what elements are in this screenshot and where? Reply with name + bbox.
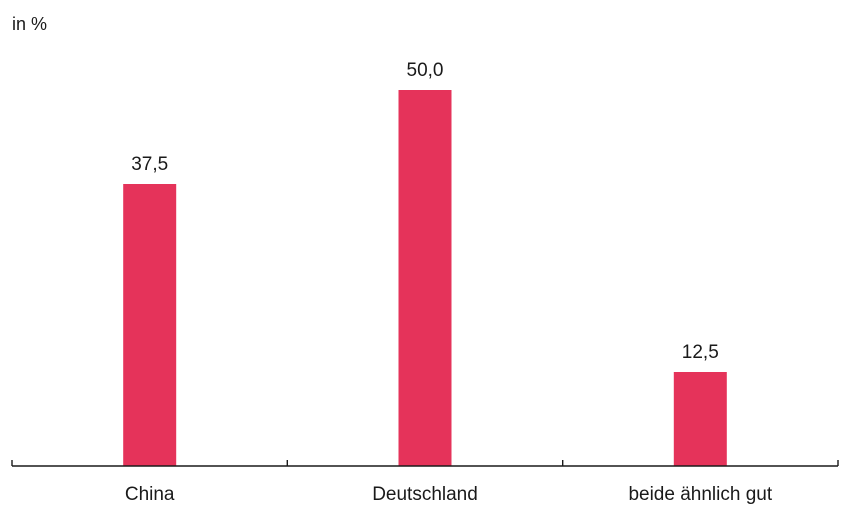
category-labels-group: China Deutschland beide ähnlich gut [125, 484, 773, 505]
category-label-3: beide ähnlich gut [628, 484, 772, 505]
value-label-1: 37,5 [131, 154, 168, 175]
x-axis [11, 460, 839, 467]
value-label-2: 50,0 [407, 60, 444, 81]
bars-group [123, 90, 727, 466]
value-labels-group: 37,5 50,0 12,5 [131, 60, 719, 363]
category-label-1: China [125, 484, 175, 505]
value-label-3: 12,5 [682, 342, 719, 363]
bar-2 [398, 90, 452, 466]
bar-1 [123, 184, 177, 466]
bar-3 [673, 372, 727, 466]
category-label-2: Deutschland [372, 484, 478, 505]
unit-label: in % [12, 14, 47, 34]
